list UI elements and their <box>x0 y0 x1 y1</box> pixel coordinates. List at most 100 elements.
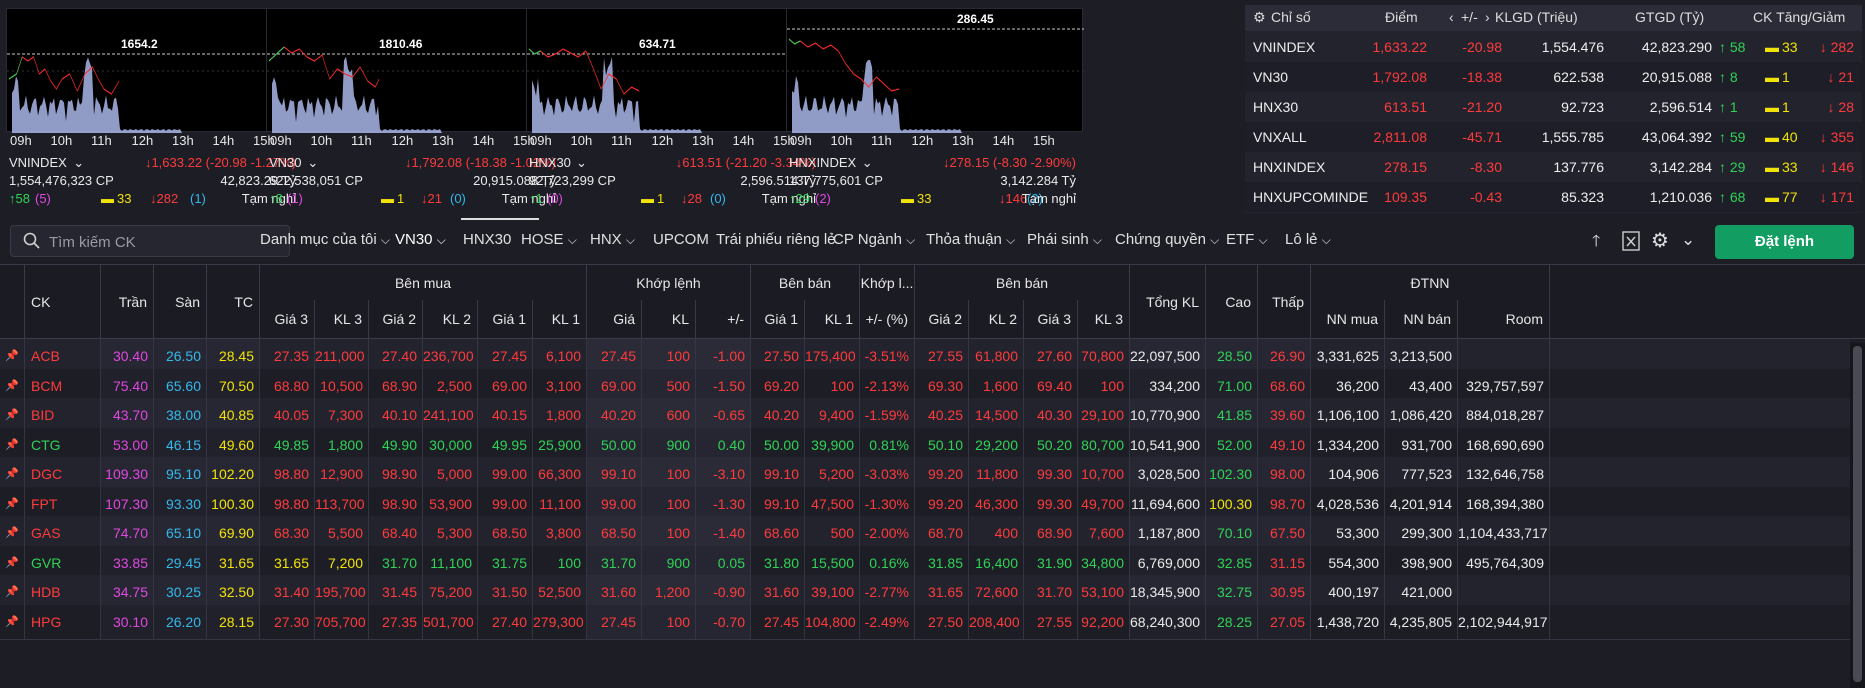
pin-icon[interactable]: 📌 <box>0 604 25 639</box>
pin-icon[interactable]: 📌 <box>0 427 25 462</box>
index-name[interactable]: VNINDEX <box>9 155 67 170</box>
index-chart-vnindex[interactable]: 1654.2 09h 10h 11h 12h 13h 14h 15h VNINDEX ⌄ ↓1,63… <box>0 5 304 210</box>
search-input[interactable] <box>49 231 279 253</box>
search-box[interactable] <box>10 225 290 257</box>
tab-2[interactable]: HNX30 <box>463 231 511 248</box>
chevron-down-icon[interactable]: ⌄ <box>576 155 587 170</box>
cell-ck[interactable]: BID <box>25 398 101 432</box>
sub-header-pct: +/- (%) <box>860 300 915 338</box>
cell-ck[interactable]: ACB <box>25 339 101 373</box>
index-name[interactable]: VN30 <box>269 155 302 170</box>
cell-ck[interactable]: DGC <box>25 457 101 491</box>
place-order-button[interactable]: Đặt lệnh <box>1715 225 1854 259</box>
table-row[interactable]: 📌 HDB 34.75 30.25 32.50 31.40 195,700 31.45 75,2… <box>0 575 1850 610</box>
index-chart-hnxindex[interactable]: 286.45 09h 10h 11h 12h 13h 14h 15h HNXINDEX ⌄ ↓278… <box>780 5 1084 210</box>
table-row[interactable]: 📌 HPG 30.10 26.20 28.15 27.30 705,700 27.35 501,… <box>0 604 1850 640</box>
sub-header-nnm: NN mua <box>1311 300 1385 338</box>
tab-5[interactable]: UPCOM <box>653 231 709 248</box>
cell-cao: 100.30 <box>1206 486 1258 521</box>
chevron-left-icon[interactable]: ‹ <box>1449 9 1454 25</box>
index-turnover: 2,596.514 Tỷ <box>740 173 816 188</box>
chevron-down-icon[interactable]: ⌄ <box>861 155 873 170</box>
cell-ck[interactable]: FPT <box>25 486 101 521</box>
pin-icon[interactable]: 📌 <box>0 545 25 580</box>
cell-b2: 98.90 <box>369 457 423 491</box>
index-row[interactable]: VNINDEX 1,633.22 -20.98 1,554.476 42,823… <box>1245 32 1862 62</box>
sub-header-s3: Giá 3 <box>1024 300 1078 338</box>
cell-chg: -1.00 <box>696 339 751 373</box>
pin-icon[interactable]: 📌 <box>0 339 25 373</box>
index-chart-hnx30[interactable]: 634.71 09h 10h 11h 12h 13h 14h 15h HNX30 ⌄ ↓613.51… <box>520 5 824 210</box>
tab-4[interactable]: HNX ⌵ <box>590 231 635 248</box>
cell-s1: 40.20 <box>751 398 805 432</box>
tab-1[interactable]: VN30 ⌵ <box>395 231 446 248</box>
time-axis: 09h 10h 11h 12h 13h 14h 15h <box>266 133 566 151</box>
cell-sk1: 15,500 <box>805 545 860 580</box>
index-row-up: ↑ 68 <box>1719 189 1746 205</box>
tab-10[interactable]: Chứng quyền ⌵ <box>1115 231 1219 248</box>
arrow-up-icon[interactable]: 🡑 <box>1592 233 1601 250</box>
pin-icon[interactable]: 📌 <box>0 516 25 550</box>
chevron-down-icon: ⌵ <box>625 233 635 247</box>
index-row[interactable]: HNX30 613.51 -21.20 92.723 2,596.514 ↑ 1… <box>1245 92 1862 122</box>
cell-bk1: 3,100 <box>533 368 587 403</box>
tab-7[interactable]: CP Ngành ⌵ <box>833 231 915 248</box>
table-row[interactable]: 📌 BID 43.70 38.00 40.85 40.05 7,300 40.10 241,10… <box>0 398 1850 433</box>
index-chart-vn30[interactable]: 1810.46 09h 10h 11h 12h 13h 14h 15h VN30 ⌄ ↓1,792.… <box>260 5 564 210</box>
chevron-down-icon[interactable]: ⌄ <box>307 155 319 170</box>
chevron-right-icon[interactable]: › <box>1485 9 1490 25</box>
gear-icon[interactable]: ⚙ <box>1253 9 1266 25</box>
index-name[interactable]: HNXINDEX <box>789 155 857 170</box>
vertical-scrollbar[interactable] <box>1850 343 1865 688</box>
cell-nnm: 1,438,720 <box>1311 604 1385 639</box>
chevron-down-icon[interactable]: ⌄ <box>1681 230 1696 249</box>
pin-icon[interactable]: 📌 <box>0 575 25 609</box>
cell-s3: 99.30 <box>1024 486 1078 521</box>
tab-6[interactable]: Trái phiếu riêng lẻ <box>716 231 836 248</box>
unchanged-icon: ▬ <box>901 191 914 206</box>
tab-8[interactable]: Thỏa thuận ⌵ <box>926 231 1015 248</box>
cell-thap: 26.90 <box>1258 339 1311 373</box>
cell-sk2: 16,400 <box>969 545 1024 580</box>
cell-bk2: 30,000 <box>423 427 478 462</box>
index-row[interactable]: HNXINDEX 278.15 -8.30 137.776 3,142.284 … <box>1245 152 1862 182</box>
index-row[interactable]: VNXALL 2,811.08 -45.71 1,555.785 43,064.… <box>1245 122 1862 152</box>
tab-0[interactable]: Danh mục của tôi ⌵ <box>260 231 390 248</box>
pin-icon[interactable]: 📌 <box>0 457 25 491</box>
excel-icon[interactable] <box>1622 231 1640 251</box>
table-row[interactable]: 📌 CTG 53.00 46.15 49.60 49.85 1,800 49.90 30,000… <box>0 427 1850 463</box>
time-tick: 10h <box>830 133 853 148</box>
index-row[interactable]: VN30 1,792.08 -18.38 622.538 20,915.088 … <box>1245 62 1862 92</box>
time-tick: 11h <box>351 133 372 148</box>
tab-11[interactable]: ETF ⌵ <box>1226 231 1268 248</box>
tab-label: Trái phiếu riêng lẻ <box>716 231 836 248</box>
tab-3[interactable]: HOSE ⌵ <box>521 231 577 248</box>
cell-ck[interactable]: CTG <box>25 427 101 462</box>
pin-icon[interactable]: 📌 <box>0 486 25 521</box>
tab-12[interactable]: Lô lẻ ⌵ <box>1285 231 1331 248</box>
pin-icon[interactable]: 📌 <box>0 398 25 432</box>
chevron-down-icon: ⌵ <box>1210 233 1220 247</box>
scrollbar-thumb[interactable] <box>1853 346 1862 682</box>
reference-value: 286.45 <box>957 12 994 26</box>
index-name[interactable]: HNX30 <box>529 155 571 170</box>
cell-bk3: 12,900 <box>315 457 369 491</box>
tab-9[interactable]: Phái sinh ⌵ <box>1027 231 1102 248</box>
ck-header: CK <box>25 265 101 338</box>
index-row-flat: 1 <box>1782 69 1790 85</box>
cell-s2: 69.30 <box>915 368 969 403</box>
table-row[interactable]: 📌 ACB 30.40 26.50 28.45 27.35 211,000 27.40 236,… <box>0 339 1850 374</box>
table-row[interactable]: 📌 GVR 33.85 29.45 31.65 31.65 7,200 31.70 11,100… <box>0 545 1850 581</box>
cell-ck[interactable]: HPG <box>25 604 101 639</box>
unchanged-icon: ▬ <box>1765 69 1779 85</box>
chevron-down-icon[interactable]: ⌄ <box>73 155 85 170</box>
cell-ck[interactable]: BCM <box>25 368 101 403</box>
cell-ck[interactable]: HDB <box>25 575 101 609</box>
tab-label: HNX30 <box>463 231 512 248</box>
pin-icon[interactable]: 📌 <box>0 368 25 403</box>
table-row[interactable]: 📌 BCM 75.40 65.60 70.50 68.80 10,500 68.90 2,500… <box>0 368 1850 404</box>
cell-ck[interactable]: GVR <box>25 545 101 580</box>
index-row[interactable]: HNXUPCOMINDE 109.35 -0.43 85.323 1,210.0… <box>1245 182 1862 212</box>
settings-gear-icon[interactable]: ⚙ <box>1651 230 1669 252</box>
cell-ck[interactable]: GAS <box>25 516 101 550</box>
